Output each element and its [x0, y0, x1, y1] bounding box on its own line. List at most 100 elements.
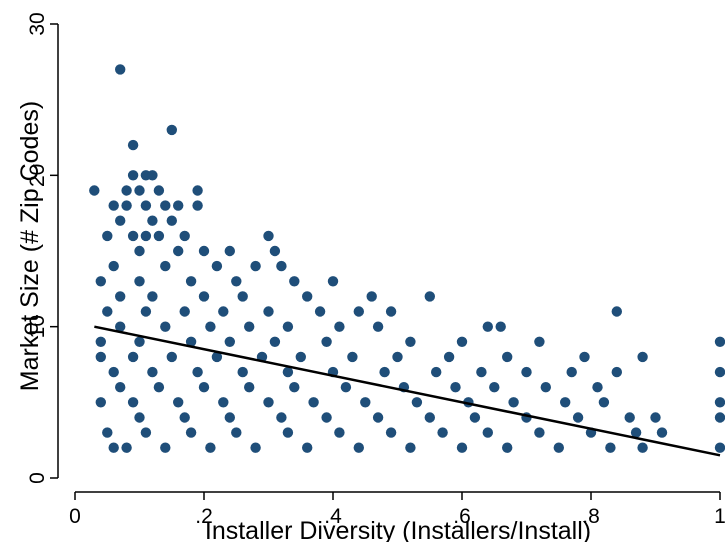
data-point — [592, 382, 603, 393]
data-point — [166, 351, 177, 363]
data-point — [166, 215, 177, 226]
data-point — [482, 427, 493, 438]
data-point — [379, 366, 390, 378]
data-point — [198, 245, 210, 257]
data-point — [127, 397, 139, 408]
data-point — [140, 427, 152, 438]
data-point — [108, 442, 119, 453]
y-tick-label: 0 — [26, 472, 49, 484]
data-point — [437, 427, 448, 438]
data-point — [102, 427, 113, 438]
data-point — [611, 306, 622, 317]
data-point — [224, 245, 235, 257]
data-point — [108, 200, 119, 211]
data-point — [127, 351, 139, 363]
data-point — [173, 245, 184, 257]
y-tick-label: 30 — [26, 12, 49, 35]
data-point — [476, 366, 487, 378]
data-point — [102, 306, 113, 317]
data-point — [431, 366, 442, 378]
data-point — [237, 366, 248, 378]
data-point — [160, 200, 171, 211]
data-point — [560, 397, 571, 408]
data-point — [276, 260, 287, 272]
data-point — [405, 442, 416, 453]
data-point — [205, 321, 216, 332]
data-point — [572, 412, 584, 423]
data-point — [166, 124, 177, 136]
fit-line — [94, 325, 721, 457]
data-point — [179, 230, 190, 242]
data-point — [443, 351, 455, 363]
data-point — [121, 442, 132, 453]
data-point — [340, 382, 352, 393]
data-point — [385, 427, 397, 438]
data-point — [392, 351, 403, 363]
points-layer — [89, 64, 725, 453]
data-point — [521, 366, 532, 378]
data-point — [289, 382, 300, 393]
data-point — [630, 427, 642, 438]
data-point — [153, 230, 165, 242]
data-point — [244, 321, 255, 332]
data-point — [115, 215, 126, 226]
data-point — [218, 397, 229, 408]
data-point — [115, 382, 126, 393]
x-tick-label: .2 — [195, 505, 213, 528]
data-point — [231, 427, 242, 438]
x-axis-ticks: 0 .2 .4 .6 .8 1 — [69, 492, 725, 528]
data-point — [179, 412, 190, 423]
data-point — [108, 366, 119, 378]
data-point — [211, 351, 223, 363]
data-point — [334, 321, 345, 332]
data-point — [282, 321, 294, 332]
data-point — [95, 336, 107, 347]
data-point — [714, 366, 725, 378]
data-point — [637, 351, 648, 363]
data-point — [411, 397, 423, 408]
data-point — [244, 382, 255, 393]
data-point — [302, 291, 313, 302]
data-point — [605, 442, 616, 453]
data-point — [192, 200, 203, 211]
data-point — [115, 291, 126, 302]
data-point — [121, 185, 132, 196]
x-tick-label: .4 — [324, 505, 342, 528]
data-point — [134, 245, 145, 257]
data-point — [185, 276, 197, 287]
data-point — [314, 306, 326, 317]
data-point — [302, 442, 313, 453]
data-point — [231, 276, 242, 287]
data-point — [147, 170, 158, 181]
data-point — [185, 427, 197, 438]
data-point — [95, 397, 107, 408]
data-point — [308, 397, 319, 408]
data-point — [173, 397, 184, 408]
data-point — [353, 306, 364, 317]
data-point — [102, 230, 113, 242]
data-point — [598, 397, 610, 408]
data-point — [289, 276, 300, 287]
data-point — [147, 366, 158, 378]
y-tick-label: 10 — [26, 315, 49, 338]
data-point — [237, 291, 248, 302]
data-point — [263, 230, 274, 242]
data-point — [179, 306, 190, 317]
x-tick-label: .6 — [453, 505, 471, 528]
data-point — [127, 170, 139, 181]
data-point — [714, 442, 725, 453]
y-tick-label: 20 — [26, 164, 49, 187]
data-point — [502, 351, 513, 363]
data-point — [366, 291, 377, 302]
data-point — [405, 336, 416, 347]
data-point — [192, 185, 203, 196]
data-point — [173, 200, 184, 211]
data-point — [160, 260, 171, 272]
data-point — [327, 276, 339, 287]
data-point — [115, 321, 126, 332]
y-axis-label: Market Size (# Zip Codes) — [16, 101, 44, 391]
data-point — [140, 306, 152, 317]
data-point — [385, 306, 397, 317]
x-tick-label: .8 — [582, 505, 600, 528]
data-point — [269, 245, 281, 257]
